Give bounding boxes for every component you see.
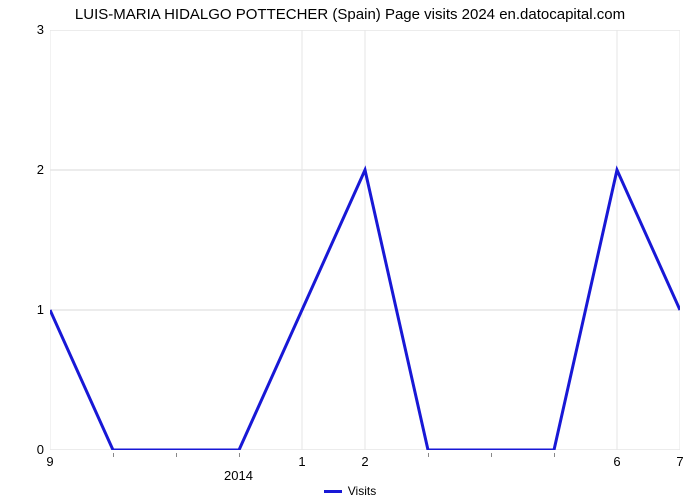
x-minor-tick xyxy=(554,453,555,457)
legend-item-visits: Visits xyxy=(324,484,376,498)
legend-swatch xyxy=(324,490,342,493)
legend-label: Visits xyxy=(348,484,376,498)
y-tick-label: 2 xyxy=(14,162,44,177)
x-minor-tick xyxy=(491,453,492,457)
x-tick-label: 2 xyxy=(350,454,380,469)
x-minor-tick xyxy=(113,453,114,457)
plot-svg xyxy=(50,30,680,450)
x-tick-label: 1 xyxy=(287,454,317,469)
y-tick-label: 3 xyxy=(14,22,44,37)
plot-area xyxy=(50,30,680,450)
legend: Visits xyxy=(0,480,700,499)
chart-title: LUIS-MARIA HIDALGO POTTECHER (Spain) Pag… xyxy=(0,6,700,23)
x-tick-label: 9 xyxy=(35,454,65,469)
x-minor-tick xyxy=(239,453,240,457)
y-tick-label: 1 xyxy=(14,302,44,317)
x-minor-tick xyxy=(176,453,177,457)
line-chart: LUIS-MARIA HIDALGO POTTECHER (Spain) Pag… xyxy=(0,0,700,500)
x-tick-label: 7 xyxy=(665,454,695,469)
x-tick-label: 6 xyxy=(602,454,632,469)
x-minor-tick xyxy=(428,453,429,457)
